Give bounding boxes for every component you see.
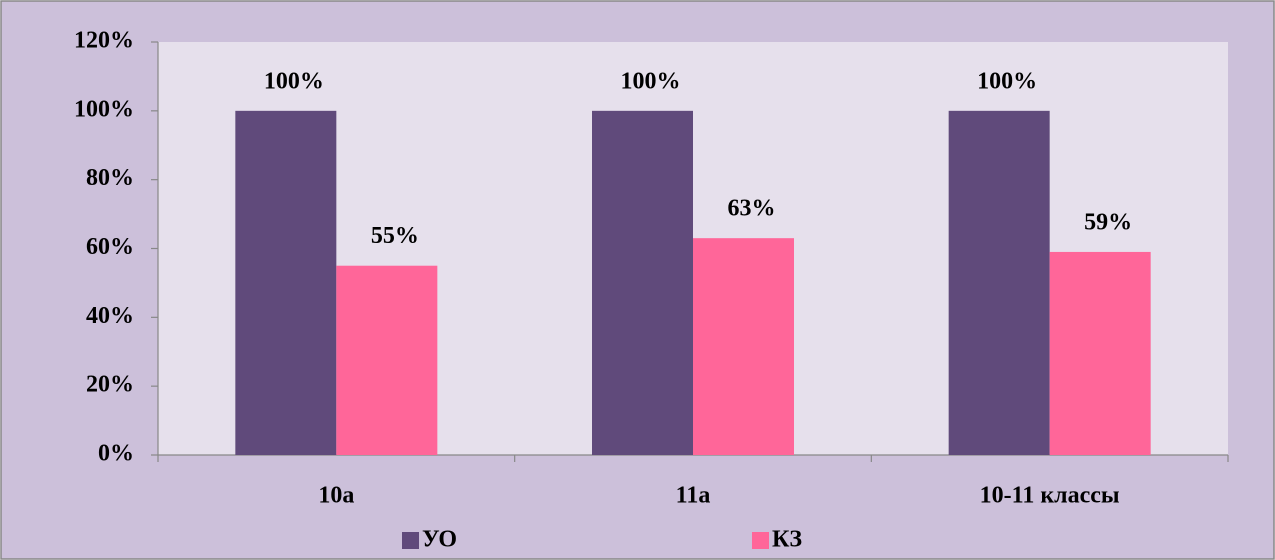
legend-swatch [402,532,419,549]
data-label: 55% [371,223,419,249]
data-label: 63% [728,196,776,222]
y-tick-label: 20% [86,372,134,398]
y-tick-label: 40% [86,303,134,329]
bar [693,238,794,455]
data-label: 59% [1084,209,1132,235]
x-tick-label: 10а [318,483,354,509]
legend-label: КЗ [772,527,802,553]
legend-swatch [752,532,769,549]
y-tick-label: 100% [74,96,134,122]
y-tick-label: 0% [98,441,134,467]
legend-label: УО [422,527,457,553]
x-tick-label: 10-11 классы [980,483,1120,509]
bar [948,110,1050,455]
data-label: 100% [977,68,1037,94]
y-tick-label: 120% [74,28,134,54]
bar [235,110,337,455]
y-tick-label: 80% [86,165,134,191]
x-tick-label: 11а [676,483,711,509]
data-label: 100% [264,68,324,94]
bar [1049,251,1151,455]
bar [592,110,693,455]
bar [336,265,438,455]
y-tick-label: 60% [86,234,134,260]
data-label: 100% [621,68,681,94]
